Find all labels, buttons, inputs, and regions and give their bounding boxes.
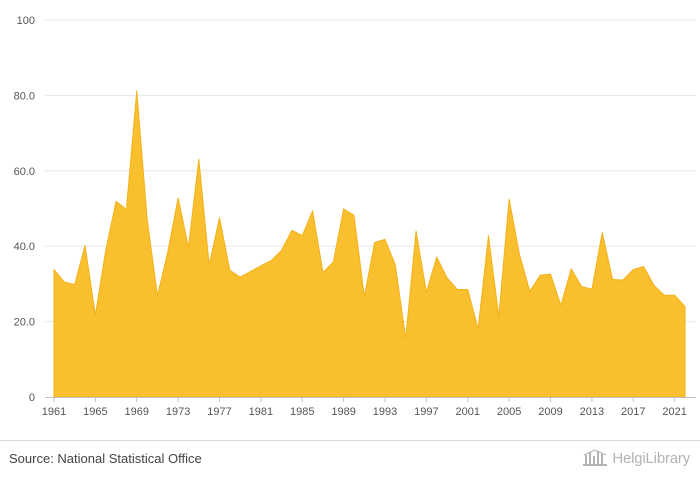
y-tick-label: 80.0 (14, 90, 35, 102)
x-tick-label: 2009 (538, 406, 562, 418)
y-axis: 0 20.0 40.0 60.0 80.0 100 (14, 15, 35, 404)
x-tick-label: 1965 (83, 406, 107, 418)
x-tick-label: 2001 (456, 406, 480, 418)
area-chart: 0 20.0 40.0 60.0 80.0 100 1961 1965 1969 1973 197… (14, 15, 696, 418)
source-label: Source: National Statistical Office (9, 451, 202, 466)
y-tick-label: 0 (29, 392, 35, 404)
area-fill (53, 90, 686, 398)
x-tick-label: 1977 (207, 406, 231, 418)
library-building-icon (583, 449, 608, 466)
brand-name: HelgiLibrary (612, 449, 690, 467)
x-tick-label: 1989 (331, 406, 355, 418)
x-tick-label: 1969 (125, 406, 149, 418)
x-tick-label: 1961 (42, 406, 66, 418)
x-tick-label: 1997 (414, 406, 438, 418)
y-tick-label: 20.0 (14, 317, 35, 329)
area-series (53, 90, 686, 398)
x-tick-label: 2017 (621, 406, 645, 418)
x-tick-label: 1993 (373, 406, 397, 418)
y-tick-label: 40.0 (14, 241, 35, 253)
x-tick-label: 2021 (662, 406, 686, 418)
x-tick-label: 1973 (166, 406, 190, 418)
chart-footer: Source: National Statistical Office Helg… (0, 440, 700, 484)
x-tick-label: 2005 (497, 406, 521, 418)
y-tick-label: 60.0 (14, 166, 35, 178)
x-tick-label: 1985 (290, 406, 314, 418)
y-tick-label: 100 (17, 15, 35, 27)
x-axis: 1961 1965 1969 1973 1977 1981 1985 1989 1993 1997… (42, 397, 696, 418)
brand-logo[interactable]: HelgiLibrary (582, 449, 690, 467)
x-tick-label: 1981 (249, 406, 273, 418)
x-tick-label: 2013 (580, 406, 604, 418)
